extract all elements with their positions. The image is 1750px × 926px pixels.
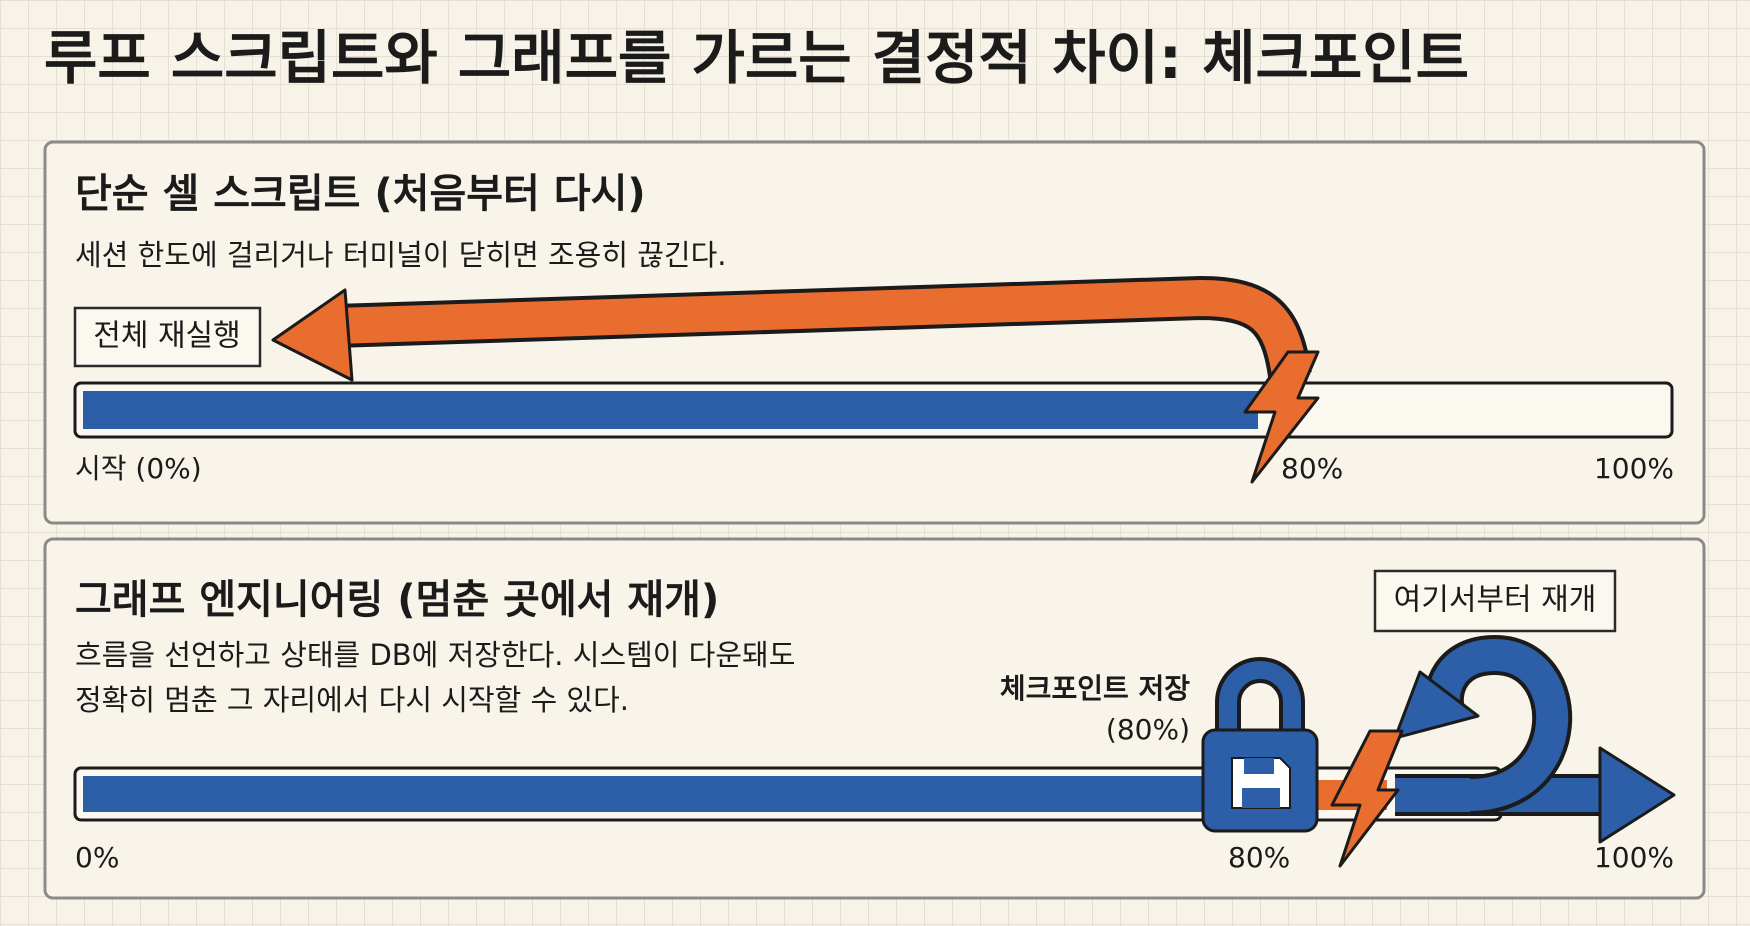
- resume-loop: [1427, 638, 1569, 811]
- restart-arrow-head: [271, 288, 354, 382]
- panel-description: 정확히 멈춘 그 자리에서 다시 시작할 수 있다.: [75, 683, 629, 717]
- checkpoint-percent: (80%): [1106, 713, 1190, 746]
- callout: 여기서부터 재개: [1394, 583, 1597, 618]
- progress-label: 80%: [1228, 841, 1290, 874]
- failure-bolt: [1330, 729, 1404, 868]
- panel-heading: 단순 셀 스크립트 (처음부터 다시): [75, 171, 646, 217]
- floppy-label: [1242, 788, 1280, 808]
- panel-description: 흐름을 선언하고 상태를 DB에 저장한다. 시스템이 다운돼도: [75, 638, 795, 672]
- progress-label: 80%: [1281, 452, 1343, 485]
- progress-fill: [83, 776, 1223, 812]
- floppy-shutter: [1244, 758, 1274, 774]
- callout-box: [73, 306, 262, 368]
- title: 루프 스크립트와 그래프를 가르는 결정적 차이: 체크포인트: [44, 24, 1469, 92]
- progress-label: 100%: [1594, 841, 1674, 874]
- progress-label: 100%: [1594, 452, 1674, 485]
- callout: 전체 재실행: [93, 319, 241, 354]
- progress-label: 0%: [75, 841, 119, 874]
- progress-label: 시작 (0%): [75, 452, 202, 485]
- callout-box: [1373, 569, 1617, 633]
- failure-bolt: [1243, 350, 1320, 484]
- panel-heading: 그래프 엔지니어링 (멈춘 곳에서 재개): [75, 577, 719, 623]
- panel-description: 세션 한도에 걸리거나 터미널이 닫히면 조용히 끊긴다.: [75, 238, 727, 272]
- checkpoint-label: 체크포인트 저장: [1000, 672, 1190, 705]
- lock-shackle: [1219, 661, 1301, 735]
- resume-arrow-head: [1598, 746, 1676, 844]
- progress-fill: [83, 391, 1258, 429]
- resume-loop-head: [1393, 670, 1480, 740]
